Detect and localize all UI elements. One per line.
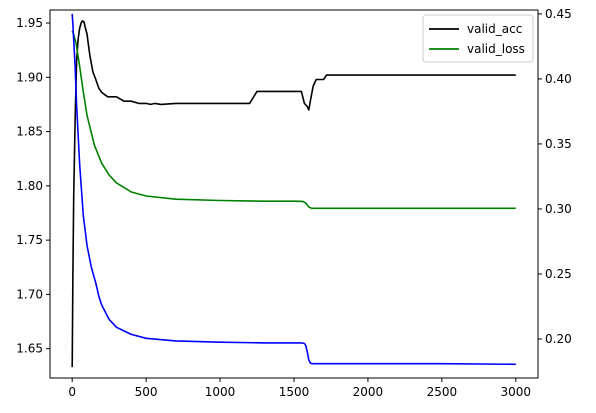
x-tick-label: 500	[135, 385, 158, 399]
y-left-tick-label: 1.85	[16, 125, 43, 139]
series-line-valid-loss	[71, 30, 516, 210]
x-axis: 0 500 1000 1500 2000 2500 3000	[68, 378, 531, 399]
legend-box	[422, 14, 534, 63]
y-right-tick-label: 0.30	[545, 202, 572, 216]
y-left-tick-label: 1.65	[16, 342, 43, 356]
y-left-tick-label: 1.95	[16, 16, 43, 30]
y-right-tick-label: 0.20	[545, 332, 572, 346]
y-left-tick-label: 1.90	[16, 70, 43, 84]
series-line-valid-acc	[71, 20, 516, 368]
y-right-tick-label: 0.45	[545, 7, 572, 21]
y-axis-left: 1.65 1.70 1.75 1.80 1.85 1.90 1.95	[16, 16, 50, 356]
legend-label-valid-acc: valid_acc	[467, 22, 522, 36]
x-tick-label: 2000	[353, 385, 384, 399]
y-left-tick-label: 1.75	[16, 233, 43, 247]
x-tick-label: 0	[68, 385, 76, 399]
y-left-tick-label: 1.70	[16, 287, 43, 301]
x-tick-label: 3000	[501, 385, 532, 399]
y-right-tick-label: 0.40	[545, 72, 572, 86]
y-left-tick-label: 1.80	[16, 179, 43, 193]
legend: valid_acc valid_loss	[422, 14, 534, 63]
series-layer	[71, 13, 516, 368]
series-line-unlabeled-2	[71, 13, 516, 366]
y-right-tick-label: 0.35	[545, 137, 572, 151]
y-axis-right: 0.20 0.25 0.30 0.35 0.40 0.45	[538, 7, 572, 346]
x-tick-label: 2500	[427, 385, 458, 399]
legend-label-valid-loss: valid_loss	[467, 42, 525, 56]
y-right-tick-label: 0.25	[545, 267, 572, 281]
x-tick-label: 1500	[279, 385, 310, 399]
x-tick-label: 1000	[205, 385, 236, 399]
